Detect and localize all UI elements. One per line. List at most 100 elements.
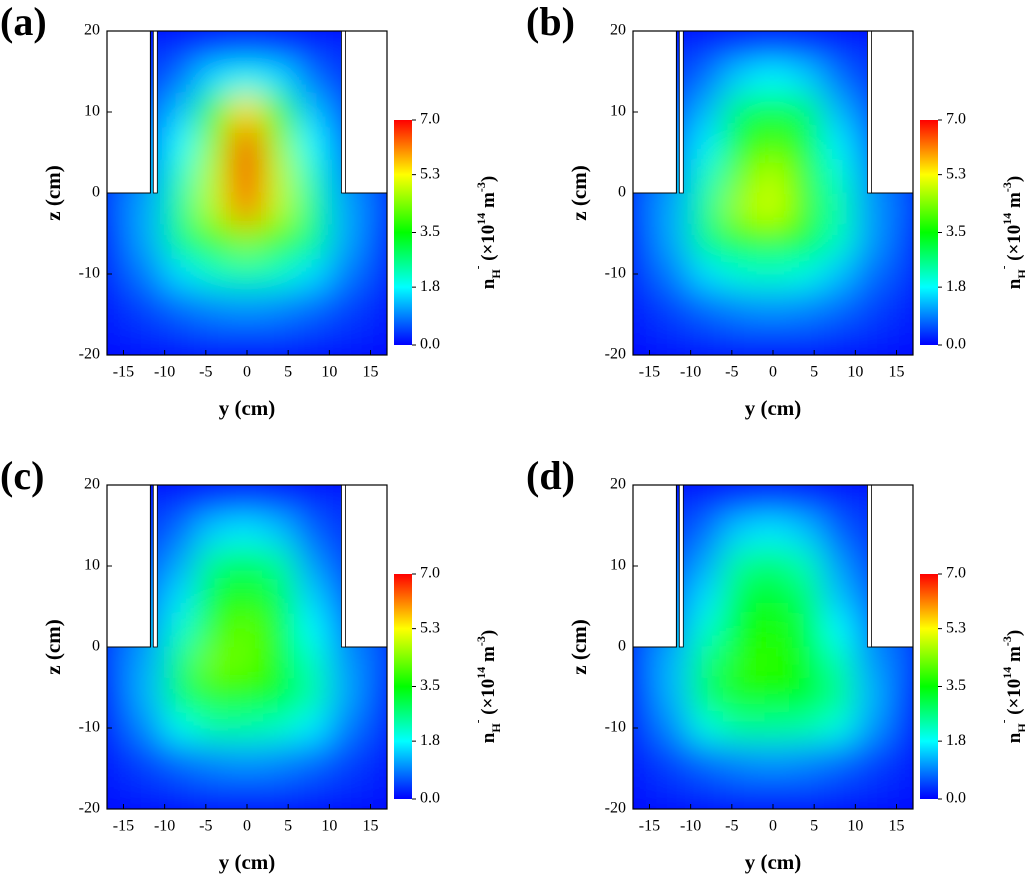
heatmap-cell [328, 678, 364, 713]
heatmap-cell [788, 581, 824, 616]
colorbar-label-part: m [478, 646, 499, 667]
y-tick-label: 0 [618, 638, 626, 655]
heatmap-cell [328, 321, 364, 355]
heatmap-cell [755, 743, 791, 778]
heatmap-cell [689, 224, 725, 259]
heatmap-cell [229, 646, 265, 681]
colorbar-label-part: 14 [1000, 213, 1014, 225]
colorbar-label-part: ) [1004, 630, 1025, 636]
heatmap-cell [262, 321, 298, 355]
heatmap-cell [689, 775, 725, 809]
heatmap-cell [328, 224, 364, 259]
heatmap-cell [107, 646, 133, 681]
heatmap-cell [295, 613, 331, 648]
x-axis-title: y (cm) [219, 396, 276, 420]
heatmap-cell [107, 678, 133, 713]
heatmap-cell [887, 775, 913, 809]
colorbar-label-part: (×10 [1004, 679, 1025, 720]
colorbar-label-part: - [998, 719, 1010, 723]
heatmap-cell [196, 159, 232, 194]
colorbar-label-part: -3 [1000, 636, 1014, 646]
heatmap-cell [821, 321, 857, 355]
heatmap-cell [722, 321, 758, 355]
heatmap-cell [722, 256, 758, 292]
heatmap-cell [163, 743, 199, 778]
heatmap-cell [887, 743, 913, 778]
heatmap-cell [163, 224, 199, 259]
heatmap-cell [755, 94, 791, 130]
colorbar-label-part: -3 [1000, 182, 1014, 192]
heatmap-cell [130, 775, 166, 809]
heatmap-cell [633, 775, 659, 809]
heatmap-cell [262, 485, 298, 519]
electrode [869, 484, 914, 648]
heatmap-cell [361, 256, 387, 292]
heatmap-cell [689, 548, 725, 584]
heatmap-cell [821, 192, 857, 227]
heatmap-cell [887, 256, 913, 292]
colorbar-label-part: - [472, 719, 484, 723]
colorbar-label-part: 14 [474, 667, 488, 679]
heatmap-cell [633, 289, 659, 324]
colorbar-tick-label: 5.3 [420, 165, 440, 182]
heatmap-cell [196, 224, 232, 259]
heatmap-cell [788, 613, 824, 648]
heatmap-cell [656, 678, 692, 713]
colorbar-label-part: (×10 [478, 679, 499, 720]
heatmap-cell [656, 710, 692, 746]
heatmap-cell [821, 224, 857, 259]
heatmap-cell [229, 678, 265, 713]
heatmap-cell [887, 710, 913, 746]
electrode-gap [678, 484, 684, 648]
x-tick-label: 5 [810, 818, 818, 835]
heatmap-cell [821, 159, 857, 194]
heatmap-cell [328, 256, 364, 292]
x-tick-label: 0 [243, 364, 251, 381]
x-tick-label: -5 [725, 818, 738, 835]
heatmap-cell [328, 743, 364, 778]
heatmap-cell [163, 775, 199, 809]
x-tick-label: 10 [321, 818, 337, 835]
heatmap-cell [887, 321, 913, 355]
heatmap-cell [755, 127, 791, 162]
heatmap-cell [689, 62, 725, 97]
heatmap-cell [163, 581, 199, 616]
heatmap-cell [107, 256, 133, 292]
colorbar-label-part: (×10 [1004, 225, 1025, 266]
heatmap-cell [722, 548, 758, 584]
heatmap-cell [229, 743, 265, 778]
electrode-gap [152, 484, 158, 648]
heatmap-cell [755, 548, 791, 584]
x-tick-label: 15 [889, 364, 905, 381]
colorbar-label-part: m [478, 192, 499, 213]
heatmap-cell [821, 485, 857, 519]
heatmap-cell [361, 743, 387, 778]
heatmap-cell [163, 289, 199, 324]
x-tick-label: 5 [284, 364, 292, 381]
heatmap-cell [262, 581, 298, 616]
panel-label: (c) [0, 453, 44, 498]
heatmap-cell [196, 516, 232, 551]
heatmap-cell [262, 613, 298, 648]
heatmap-cell [821, 710, 857, 746]
x-tick-label: -5 [725, 364, 738, 381]
heatmap-cell [633, 710, 659, 746]
heatmap-cell [689, 613, 725, 648]
x-tick-label: -15 [113, 364, 134, 381]
y-tick-label: 20 [610, 476, 626, 493]
heatmap-cell [854, 192, 890, 227]
heatmap-cell [755, 581, 791, 616]
electrode-gap [867, 484, 872, 648]
heatmap-cell [722, 159, 758, 194]
colorbar-label: nH - (×1014 m-3) [998, 630, 1025, 743]
heatmap-cell [295, 224, 331, 259]
heatmap-cell [755, 62, 791, 97]
colorbar-tick-label: 3.5 [946, 223, 966, 240]
heatmap-cell [130, 710, 166, 746]
heatmap-cell [722, 710, 758, 746]
heatmap-cell [788, 31, 824, 65]
heatmap-cell [887, 646, 913, 681]
heatmap-cell [788, 127, 824, 162]
heatmap-cell [163, 646, 199, 681]
x-tick-label: 0 [769, 364, 777, 381]
